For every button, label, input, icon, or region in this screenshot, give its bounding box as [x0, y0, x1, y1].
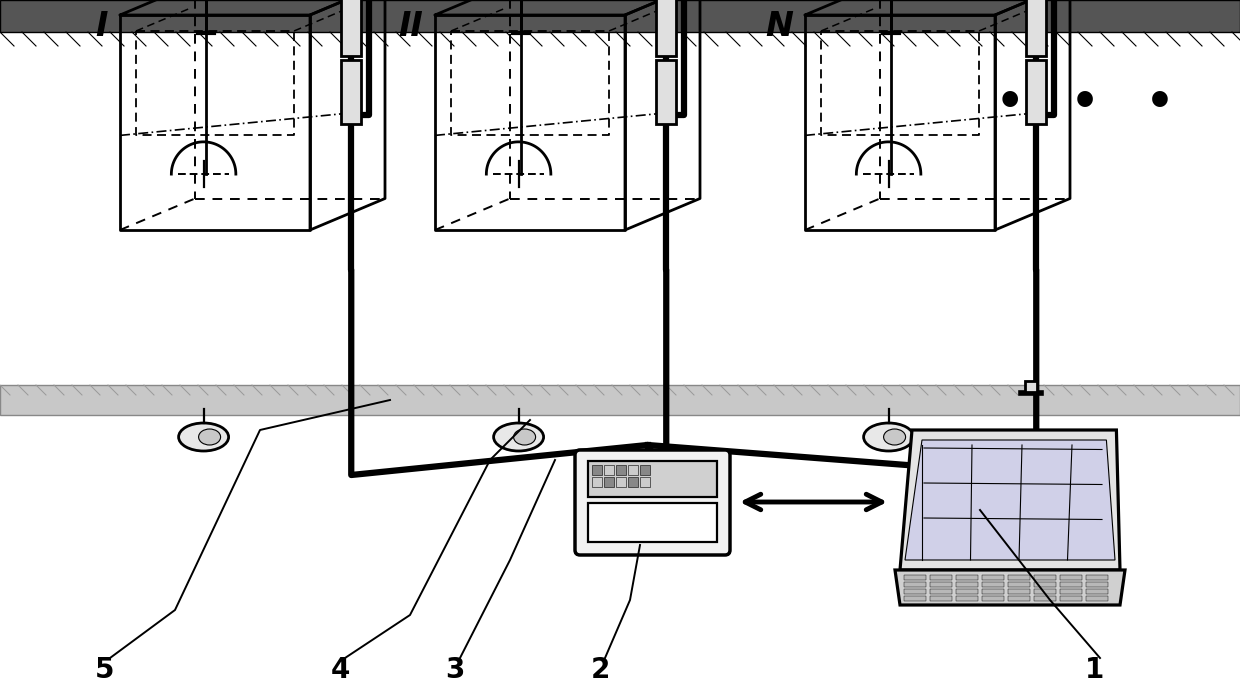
Bar	[1027, 60, 1047, 124]
Bar	[656, 60, 676, 124]
Bar	[1008, 596, 1030, 601]
Text: 1: 1	[1085, 656, 1105, 684]
Ellipse shape	[494, 423, 543, 451]
Bar	[604, 465, 614, 475]
Bar	[982, 582, 1004, 587]
Text: N: N	[765, 10, 794, 43]
Bar	[1060, 596, 1083, 601]
Bar	[956, 589, 978, 594]
Bar	[956, 575, 978, 580]
Bar	[1060, 575, 1083, 580]
Bar	[588, 503, 717, 542]
Text: 2: 2	[590, 656, 610, 684]
Bar	[930, 582, 952, 587]
Bar	[1086, 589, 1109, 594]
Text: 5: 5	[95, 656, 115, 684]
Bar	[1086, 582, 1109, 587]
Bar	[1034, 589, 1056, 594]
Bar	[1034, 575, 1056, 580]
Bar	[904, 589, 926, 594]
Bar	[627, 477, 639, 487]
Bar	[1034, 596, 1056, 601]
Ellipse shape	[863, 423, 914, 451]
Bar	[588, 461, 717, 497]
Bar	[0, 385, 1240, 415]
Text: I: I	[95, 10, 108, 43]
Bar	[1027, 0, 1047, 56]
Ellipse shape	[179, 423, 228, 451]
Text: •   •   •: • • •	[996, 81, 1174, 124]
Bar	[656, 0, 676, 56]
Bar	[982, 575, 1004, 580]
Bar	[1008, 589, 1030, 594]
Bar	[604, 477, 614, 487]
Polygon shape	[905, 440, 1115, 560]
Bar	[904, 582, 926, 587]
FancyBboxPatch shape	[575, 450, 730, 555]
Ellipse shape	[884, 429, 905, 445]
Bar	[1008, 575, 1030, 580]
Text: II: II	[398, 10, 423, 43]
Bar	[1025, 381, 1037, 392]
Bar	[956, 582, 978, 587]
Bar	[904, 575, 926, 580]
Bar	[956, 596, 978, 601]
Bar	[640, 477, 650, 487]
Bar	[616, 465, 626, 475]
Bar	[1086, 596, 1109, 601]
Bar	[627, 465, 639, 475]
Bar	[982, 596, 1004, 601]
Bar	[1008, 582, 1030, 587]
Bar	[930, 589, 952, 594]
Ellipse shape	[198, 429, 221, 445]
Bar	[640, 465, 650, 475]
Bar	[982, 589, 1004, 594]
Bar	[1034, 582, 1056, 587]
Polygon shape	[895, 570, 1125, 605]
Bar	[591, 477, 601, 487]
Bar	[904, 596, 926, 601]
Bar	[1060, 582, 1083, 587]
Bar	[591, 465, 601, 475]
Bar	[341, 0, 361, 56]
Bar	[0, 0, 1240, 32]
Bar	[1086, 575, 1109, 580]
Bar	[930, 596, 952, 601]
Bar	[930, 575, 952, 580]
Text: 3: 3	[445, 656, 465, 684]
Bar	[616, 477, 626, 487]
Ellipse shape	[513, 429, 536, 445]
Bar	[341, 60, 361, 124]
Bar	[1060, 589, 1083, 594]
Text: 4: 4	[330, 656, 350, 684]
Polygon shape	[900, 430, 1120, 570]
